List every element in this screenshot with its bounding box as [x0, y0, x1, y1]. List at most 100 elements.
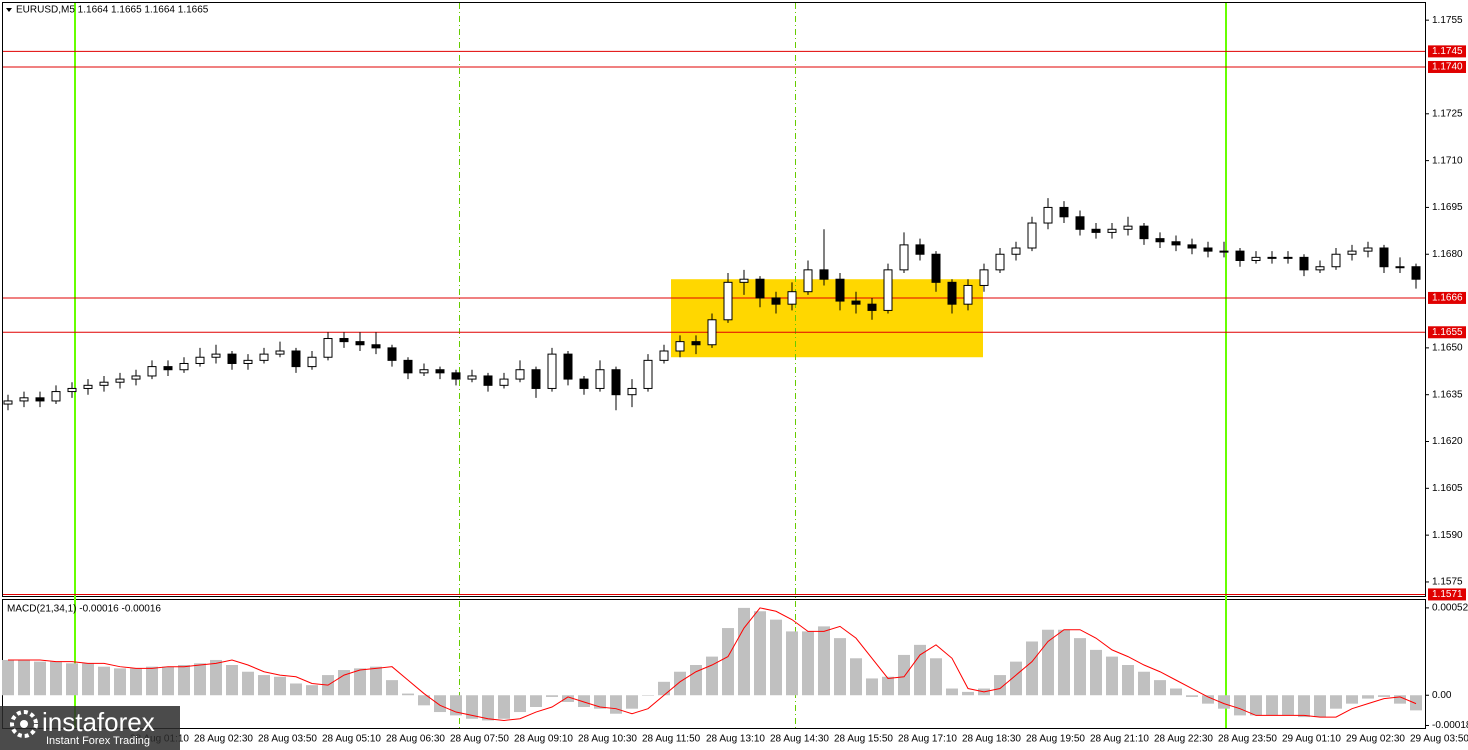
macd-title: MACD(21,34,1) -0.00016 -0.00016	[7, 604, 161, 615]
candle-body	[819, 269, 829, 280]
logo-background	[0, 706, 180, 750]
y-tick-label: 1.1725	[1432, 108, 1463, 119]
macd-bar	[98, 666, 110, 696]
candle-body	[499, 378, 509, 386]
candle-body	[867, 303, 877, 311]
candle-body	[531, 369, 541, 389]
x-tick-label: 28 Aug 05:10	[322, 734, 381, 745]
y-tick-label: 0.00052	[1432, 603, 1468, 614]
candle-body	[1331, 253, 1341, 268]
macd-bar	[1266, 695, 1278, 716]
macd-bar	[354, 668, 366, 696]
macd-bar	[738, 607, 750, 696]
x-tick-label: 29 Aug 02:30	[1346, 734, 1405, 745]
macd-bar	[114, 668, 126, 696]
macd-bar	[1106, 656, 1118, 696]
macd-bar	[338, 670, 350, 696]
x-tick-label: 29 Aug 01:10	[1282, 734, 1341, 745]
macd-bar	[514, 695, 526, 713]
candle-body	[595, 369, 605, 389]
layers: 1.1755 1.1725 1.1710 1.1695 1.1680 1.1650 1.16…	[2, 3, 1468, 745]
macd-bar	[210, 659, 222, 696]
candle-body	[275, 350, 285, 355]
candle-body	[803, 269, 813, 293]
candle-body	[547, 353, 557, 389]
candle-body	[419, 369, 429, 374]
macd-bar	[242, 671, 254, 696]
candle-body	[515, 369, 525, 380]
candle-body	[1347, 250, 1357, 255]
x-tick-label: 28 Aug 21:10	[1090, 734, 1149, 745]
candle-body	[899, 244, 909, 271]
macd-bar	[786, 631, 798, 696]
candle-body	[1219, 250, 1229, 253]
candle-body	[1283, 256, 1293, 259]
macd-bar	[802, 631, 814, 696]
macd-bar	[1026, 641, 1038, 696]
macd-bar	[930, 658, 942, 696]
candle-body	[963, 284, 973, 305]
candle-body	[179, 362, 189, 371]
macd-bar	[674, 671, 686, 696]
candle-body	[1379, 247, 1389, 268]
candle-body	[19, 397, 29, 402]
macd-bar	[178, 665, 190, 696]
candle-body	[659, 350, 669, 361]
macd-bar	[866, 678, 878, 696]
y-tick-label: 0.00	[1432, 690, 1452, 701]
y-tick-label: 1.1695	[1432, 202, 1463, 213]
logo-icon	[10, 710, 38, 738]
main-panel-frame	[2, 2, 1426, 597]
y-tick-label: 1.1590	[1432, 530, 1463, 541]
candle-body	[771, 297, 781, 305]
candle-body	[435, 369, 445, 374]
level-label: 1.1655	[1432, 327, 1463, 338]
macd-bar	[626, 695, 638, 709]
macd-bar	[1234, 695, 1246, 716]
x-tick-label: 28 Aug 17:10	[898, 734, 957, 745]
macd-bar	[482, 695, 494, 721]
candle-body	[3, 400, 13, 405]
level-label: 1.1571	[1432, 589, 1463, 600]
candle-body	[1139, 225, 1149, 240]
level-label: 1.1740	[1432, 62, 1463, 73]
macd-bar	[50, 661, 62, 696]
candle-body	[979, 269, 989, 286]
candle-body	[211, 353, 221, 358]
logo-brand: instaforex	[42, 707, 155, 737]
candle-body	[675, 341, 685, 352]
macd-bar	[1250, 695, 1262, 716]
x-tick-label: 28 Aug 07:50	[450, 734, 509, 745]
macd-bar	[1138, 671, 1150, 696]
x-tick-label: 28 Aug 06:30	[386, 734, 445, 745]
candle-body	[1043, 206, 1053, 224]
macd-bar	[386, 680, 398, 696]
y-tick-label: 1.1620	[1432, 436, 1463, 447]
candle-body	[1203, 247, 1213, 252]
x-tick-label: 28 Aug 10:30	[578, 734, 637, 745]
candle-body	[787, 291, 797, 305]
macd-bar	[82, 663, 94, 696]
macd-bar	[258, 675, 270, 696]
candle-body	[195, 356, 205, 364]
candle-body	[1363, 247, 1373, 252]
logo: instaforex Instant Forex Trading	[0, 706, 180, 750]
x-tick-label: 28 Aug 19:50	[1026, 734, 1085, 745]
macd-bar	[130, 668, 142, 696]
candle-body	[355, 341, 365, 346]
macd-bar	[994, 675, 1006, 696]
candle-body	[1267, 256, 1277, 259]
candle-body	[1299, 256, 1309, 271]
candle-body	[131, 375, 141, 380]
x-tick-label: 28 Aug 02:30	[194, 734, 253, 745]
candle-body	[99, 381, 109, 386]
macd-bar	[1154, 680, 1166, 696]
macd-bar	[546, 695, 558, 697]
x-tick-label: 28 Aug 15:50	[834, 734, 893, 745]
candle-body	[1123, 225, 1133, 230]
y-tick-label: 1.1635	[1432, 389, 1463, 400]
level-label: 1.1745	[1432, 46, 1463, 57]
candle-body	[403, 359, 413, 374]
macd-bar	[818, 626, 830, 696]
